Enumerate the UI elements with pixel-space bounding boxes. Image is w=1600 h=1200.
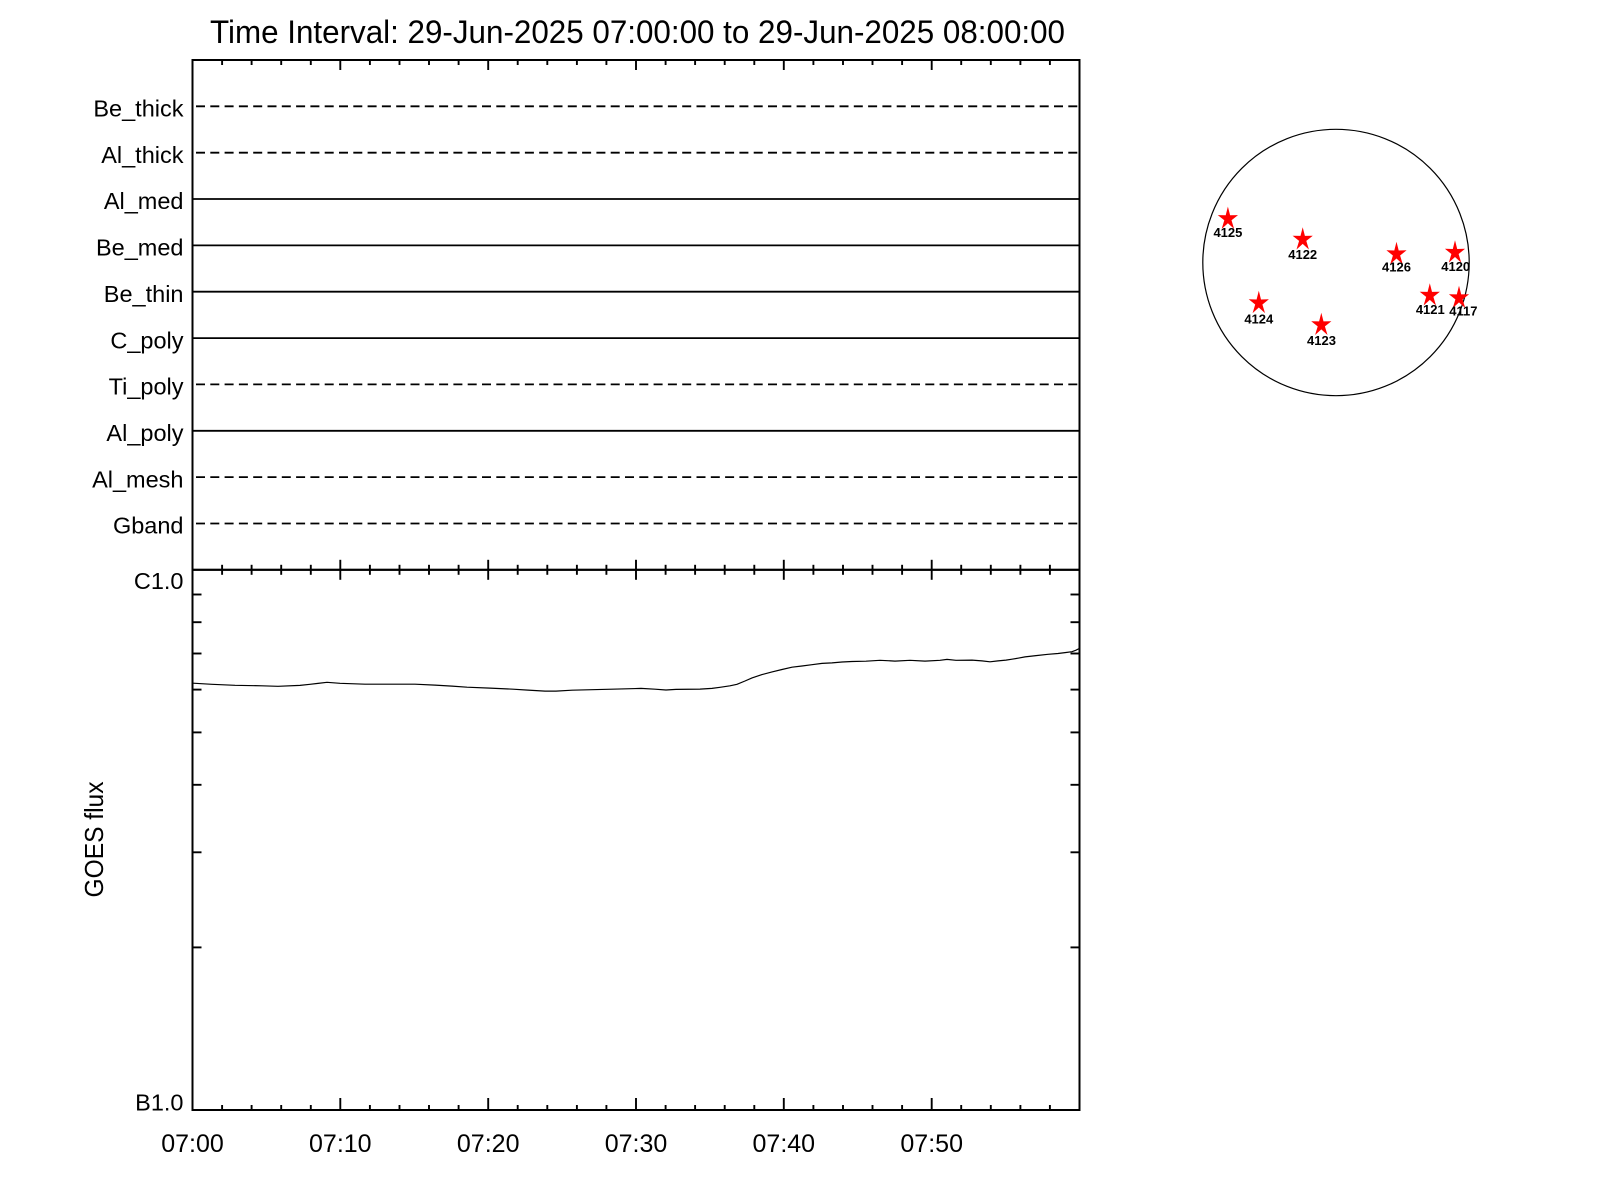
svg-text:4117: 4117 — [1449, 304, 1477, 319]
svg-text:4120: 4120 — [1441, 259, 1470, 274]
svg-text:Be_thick: Be_thick — [93, 96, 183, 122]
svg-text:Al_med: Al_med — [104, 188, 184, 214]
svg-text:4121: 4121 — [1416, 302, 1445, 317]
svg-text:07:40: 07:40 — [753, 1130, 816, 1158]
svg-text:4123: 4123 — [1307, 333, 1336, 348]
svg-text:07:00: 07:00 — [161, 1130, 224, 1158]
svg-text:4122: 4122 — [1288, 247, 1317, 262]
svg-text:4126: 4126 — [1382, 259, 1411, 274]
svg-text:Al_mesh: Al_mesh — [92, 466, 183, 492]
svg-text:C_poly: C_poly — [110, 327, 183, 353]
svg-text:B1.0: B1.0 — [135, 1089, 183, 1115]
svg-text:4124: 4124 — [1244, 312, 1274, 327]
svg-text:Be_med: Be_med — [96, 235, 184, 261]
svg-text:07:20: 07:20 — [457, 1130, 520, 1158]
svg-text:Gband: Gband — [113, 513, 184, 539]
svg-text:Al_poly: Al_poly — [106, 420, 183, 446]
svg-text:07:30: 07:30 — [605, 1130, 668, 1158]
svg-text:GOES flux: GOES flux — [79, 782, 109, 898]
svg-text:Ti_poly: Ti_poly — [109, 374, 184, 400]
svg-text:Al_thick: Al_thick — [101, 142, 184, 168]
svg-text:C1.0: C1.0 — [134, 568, 184, 594]
svg-text:07:10: 07:10 — [309, 1130, 372, 1158]
svg-text:Be_thin: Be_thin — [104, 281, 184, 307]
svg-text:Time Interval: 29-Jun-2025 07:: Time Interval: 29-Jun-2025 07:00:00 to 2… — [210, 14, 1065, 50]
svg-text:07:50: 07:50 — [900, 1130, 963, 1158]
svg-text:4125: 4125 — [1213, 225, 1242, 240]
